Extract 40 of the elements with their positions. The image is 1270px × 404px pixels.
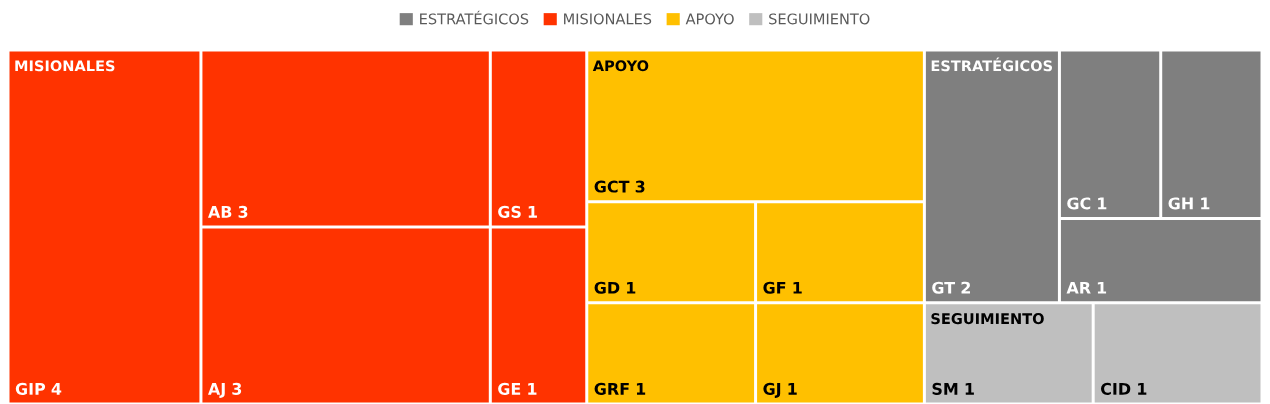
- category-label: GE: [498, 382, 521, 395]
- legend-label: SEGUIMIENTO: [769, 13, 870, 25]
- data-label: 1: [528, 206, 537, 218]
- category-label: AJ: [208, 383, 225, 398]
- category-label: CID: [1100, 382, 1131, 395]
- legend-label: ESTRATÉGICOS: [420, 10, 529, 25]
- category-label: GCT: [594, 180, 630, 193]
- category-label: AB: [208, 206, 232, 218]
- category-label: GJ: [763, 382, 781, 398]
- category-label: GT: [932, 281, 956, 294]
- data-label: 1: [1098, 197, 1107, 210]
- data-label: 3: [238, 205, 248, 218]
- category-label: SM: [932, 382, 958, 395]
- data-label: 1: [528, 383, 537, 395]
- category-label: GH: [1168, 197, 1193, 210]
- data-label: 1: [636, 383, 646, 395]
- data-label: 1: [1138, 383, 1147, 395]
- data-label: 1: [965, 383, 974, 395]
- text: MISIONALES: [15, 60, 115, 72]
- data-label: 2: [961, 281, 970, 294]
- category-label: GC: [1067, 197, 1091, 210]
- text: ESTRATÉGICOS: [931, 57, 1053, 72]
- category-label: AR: [1066, 281, 1091, 294]
- text: SEGUIMIENTO: [931, 313, 1044, 325]
- data-label: 1: [793, 281, 802, 294]
- legend-label: APOYO: [685, 13, 734, 25]
- data-label: 1: [1097, 281, 1107, 294]
- category-label: GRF: [594, 382, 629, 395]
- data-label: 1: [627, 281, 636, 294]
- category-label: GF: [763, 281, 786, 294]
- category-label: GIP: [15, 382, 46, 395]
- data-label: 1: [1201, 197, 1210, 210]
- text: APOYO: [592, 60, 649, 72]
- data-label: 3: [635, 180, 645, 193]
- legend-label: MISIONALES: [564, 13, 652, 25]
- data-label: 3: [232, 382, 242, 395]
- data-label: 4: [51, 383, 62, 395]
- category-label: GS: [498, 205, 521, 218]
- data-label: 1: [788, 383, 797, 395]
- category-label: GD: [594, 281, 620, 294]
